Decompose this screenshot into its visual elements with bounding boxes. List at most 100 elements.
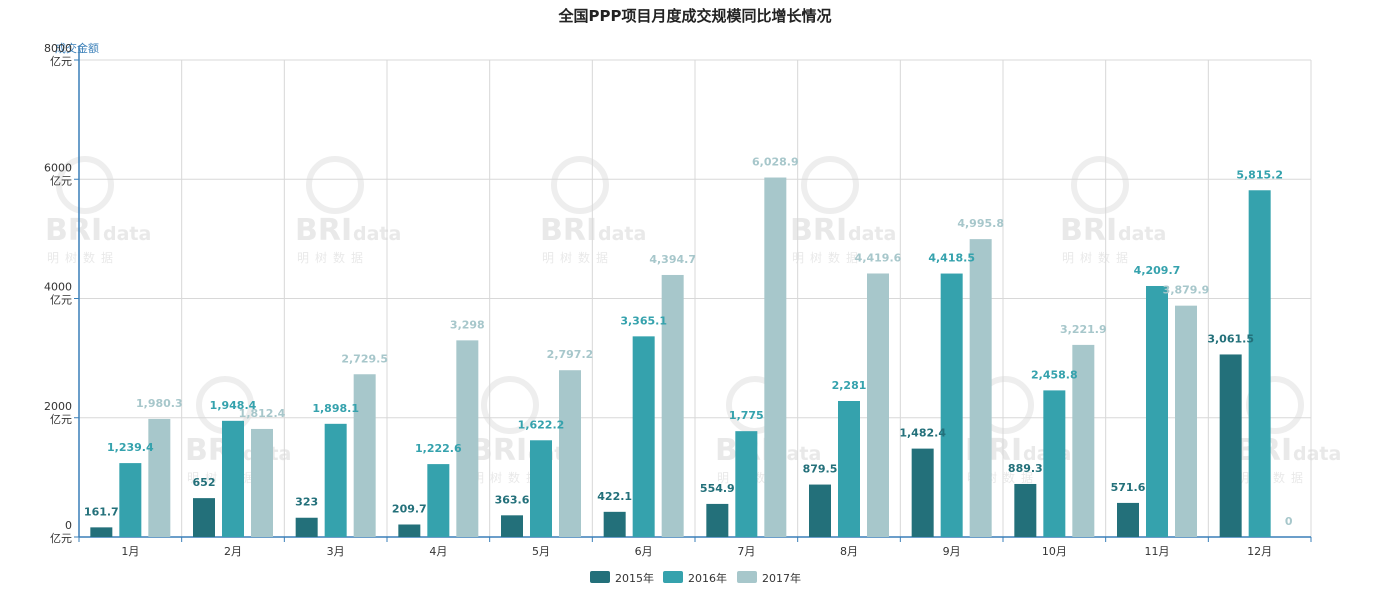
x-tick-label: 4月 bbox=[429, 545, 447, 558]
bar[interactable] bbox=[1014, 483, 1037, 537]
bar[interactable] bbox=[398, 524, 421, 537]
bar[interactable] bbox=[427, 464, 450, 537]
bar[interactable] bbox=[324, 423, 347, 537]
bar[interactable] bbox=[530, 440, 552, 537]
bar[interactable] bbox=[838, 400, 860, 537]
data-label: 3,221.9 bbox=[1060, 323, 1107, 336]
data-label: 323 bbox=[295, 496, 318, 509]
y-tick-unit: 亿元 bbox=[50, 174, 72, 187]
x-tick-label: 5月 bbox=[532, 545, 550, 558]
data-label: 2,797.2 bbox=[547, 348, 594, 361]
bar[interactable] bbox=[456, 340, 479, 537]
legend-swatch bbox=[663, 571, 683, 583]
bar[interactable] bbox=[706, 503, 729, 537]
data-label: 2,729.5 bbox=[341, 352, 388, 365]
data-label: 4,418.5 bbox=[928, 252, 975, 265]
watermark-suffix: data bbox=[353, 223, 401, 245]
legend-item[interactable]: 2016年 bbox=[663, 571, 727, 585]
data-label: 5,815.2 bbox=[1236, 168, 1283, 181]
bar[interactable] bbox=[632, 336, 655, 537]
watermark-suffix: data bbox=[1118, 223, 1166, 245]
data-label: 161.7 bbox=[84, 505, 119, 518]
data-label: 879.5 bbox=[803, 463, 838, 476]
y-tick-label: 0 bbox=[65, 519, 72, 532]
bar[interactable] bbox=[911, 448, 934, 537]
y-tick-unit: 亿元 bbox=[50, 413, 72, 426]
y-tick-label: 2000 bbox=[44, 400, 72, 413]
x-tick-label: 8月 bbox=[840, 545, 858, 558]
data-label: 3,298 bbox=[450, 318, 485, 331]
bar[interactable] bbox=[1043, 390, 1066, 537]
legend-swatch bbox=[590, 571, 610, 583]
legend-item[interactable]: 2017年 bbox=[737, 571, 801, 585]
data-label: 889.3 bbox=[1008, 462, 1043, 475]
x-tick-label: 10月 bbox=[1042, 545, 1067, 558]
x-tick-label: 9月 bbox=[943, 545, 961, 558]
bar[interactable] bbox=[1219, 354, 1242, 537]
bar[interactable] bbox=[603, 511, 626, 537]
legend-label: 2017年 bbox=[762, 571, 801, 585]
bar[interactable] bbox=[1248, 190, 1271, 537]
data-label: 4,394.7 bbox=[649, 253, 696, 266]
data-label: 571.6 bbox=[1111, 481, 1146, 494]
watermark-brand: BRI bbox=[1060, 213, 1117, 248]
y-tick-unit: 亿元 bbox=[50, 294, 72, 307]
data-label: 1,222.6 bbox=[415, 442, 462, 455]
bar[interactable] bbox=[661, 274, 684, 537]
bar[interactable] bbox=[867, 273, 889, 537]
watermark-cn: 明树数据 bbox=[1062, 250, 1134, 265]
bar[interactable] bbox=[1175, 305, 1197, 537]
data-label: 2,281 bbox=[832, 379, 867, 392]
bar[interactable] bbox=[222, 420, 244, 537]
x-tick-label: 1月 bbox=[121, 545, 139, 558]
bar[interactable] bbox=[735, 431, 758, 537]
y-tick-label: 6000 bbox=[44, 161, 72, 174]
x-tick-label: 3月 bbox=[327, 545, 345, 558]
bar[interactable] bbox=[251, 428, 273, 537]
bar[interactable] bbox=[295, 517, 318, 537]
bar[interactable] bbox=[193, 498, 215, 537]
watermark-logo-icon bbox=[801, 156, 859, 214]
watermark-suffix: data bbox=[103, 223, 151, 245]
data-label: 209.7 bbox=[392, 502, 427, 515]
y-axis-label: 成交金额 bbox=[55, 41, 99, 55]
y-tick-unit: 亿元 bbox=[50, 532, 72, 545]
legend-item[interactable]: 2015年 bbox=[590, 571, 654, 585]
legend-swatch bbox=[737, 571, 757, 583]
y-tick-unit: 亿元 bbox=[50, 55, 72, 68]
x-tick-label: 12月 bbox=[1247, 545, 1272, 558]
bar[interactable] bbox=[353, 374, 376, 537]
watermark-suffix: data bbox=[848, 223, 896, 245]
data-label: 1,775 bbox=[729, 409, 764, 422]
bar[interactable] bbox=[940, 273, 963, 537]
legend[interactable]: 2015年 2016年 2017年 bbox=[590, 571, 801, 585]
legend-label: 2015年 bbox=[615, 571, 654, 585]
watermark-cn: 明树数据 bbox=[542, 250, 614, 265]
data-label: 1,239.4 bbox=[107, 441, 154, 454]
bar[interactable] bbox=[969, 239, 992, 537]
data-label: 1,482.4 bbox=[899, 427, 946, 440]
bar[interactable] bbox=[1146, 285, 1168, 537]
watermark-cn: 明树数据 bbox=[472, 470, 544, 485]
data-label: 1,898.1 bbox=[312, 402, 359, 415]
bar[interactable] bbox=[1117, 502, 1139, 537]
bar[interactable] bbox=[90, 527, 113, 537]
x-tick-label: 11月 bbox=[1145, 545, 1170, 558]
bar[interactable] bbox=[559, 370, 581, 537]
bar[interactable] bbox=[148, 418, 171, 537]
bar[interactable] bbox=[1072, 344, 1095, 537]
watermark-brand: BRI bbox=[540, 213, 597, 248]
bar[interactable] bbox=[119, 463, 142, 537]
data-label: 0 bbox=[1285, 515, 1293, 528]
bar[interactable] bbox=[809, 484, 831, 537]
data-label: 1,812.4 bbox=[239, 407, 286, 420]
bar[interactable] bbox=[501, 515, 523, 537]
data-label: 422.1 bbox=[597, 490, 632, 503]
watermark-logo-icon bbox=[306, 156, 364, 214]
bar[interactable] bbox=[764, 177, 787, 537]
